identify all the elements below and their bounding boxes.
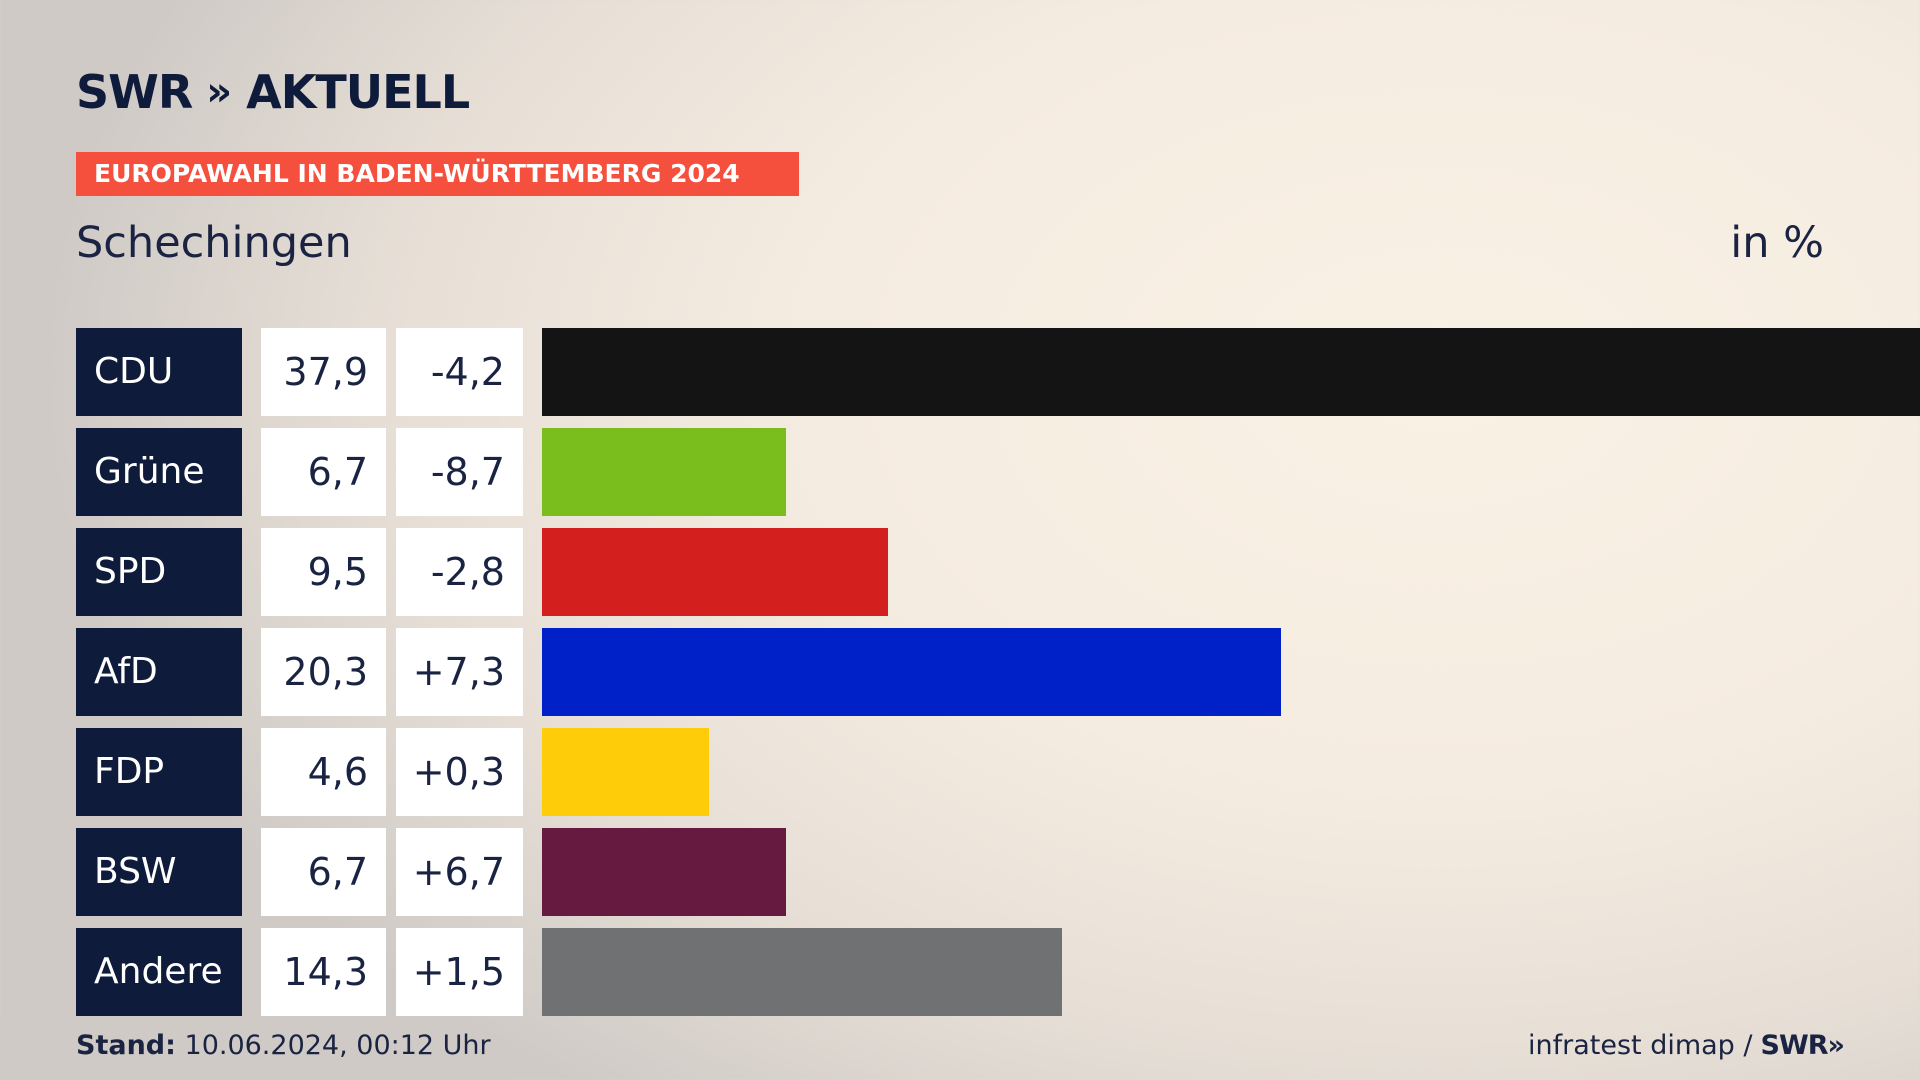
change-label: +0,3 (396, 728, 523, 816)
vote-share-label: 37,9 (261, 328, 386, 416)
source-text: infratest dimap / (1528, 1030, 1753, 1061)
logo-chevron-icon: » (206, 69, 232, 115)
unit-label: in % (1730, 218, 1824, 268)
party-label: BSW (76, 828, 242, 916)
party-label: Andere (76, 928, 242, 1016)
source-logo: SWR» (1760, 1030, 1846, 1061)
party-label: SPD (76, 528, 242, 616)
result-bar (542, 528, 888, 616)
party-label: AfD (76, 628, 242, 716)
change-label: +1,5 (396, 928, 523, 1016)
vote-share-label: 9,5 (261, 528, 386, 616)
party-label: CDU (76, 328, 242, 416)
swr-aktuell-logo: SWR » AKTUELL (76, 65, 470, 119)
result-bar (542, 328, 1920, 416)
change-label: -4,2 (396, 328, 523, 416)
change-label: -8,7 (396, 428, 523, 516)
result-bar (542, 928, 1062, 1016)
stand-label: Stand: (76, 1030, 176, 1061)
stand-value: 10.06.2024, 00:12 Uhr (184, 1030, 491, 1061)
party-label: FDP (76, 728, 242, 816)
source-credit: infratest dimap / SWR» (1528, 1030, 1846, 1061)
result-bar (542, 628, 1281, 716)
source-logo-chevron-icon: » (1827, 1030, 1845, 1061)
vote-share-label: 6,7 (261, 428, 386, 516)
source-logo-text: SWR (1760, 1030, 1829, 1061)
vote-share-label: 4,6 (261, 728, 386, 816)
change-label: +7,3 (396, 628, 523, 716)
result-bar (542, 728, 709, 816)
vote-share-label: 6,7 (261, 828, 386, 916)
logo-swr-text: SWR (76, 65, 193, 119)
change-label: -2,8 (396, 528, 523, 616)
change-label: +6,7 (396, 828, 523, 916)
result-bar (542, 428, 786, 516)
vote-share-label: 20,3 (261, 628, 386, 716)
result-bar (542, 828, 786, 916)
timestamp: Stand: 10.06.2024, 00:12 Uhr (76, 1030, 491, 1061)
vote-share-label: 14,3 (261, 928, 386, 1016)
place-title: Schechingen (76, 218, 352, 268)
party-label: Grüne (76, 428, 242, 516)
logo-aktuell-text: AKTUELL (246, 65, 470, 119)
election-banner: EUROPAWAHL IN BADEN-WÜRTTEMBERG 2024 (76, 152, 799, 196)
